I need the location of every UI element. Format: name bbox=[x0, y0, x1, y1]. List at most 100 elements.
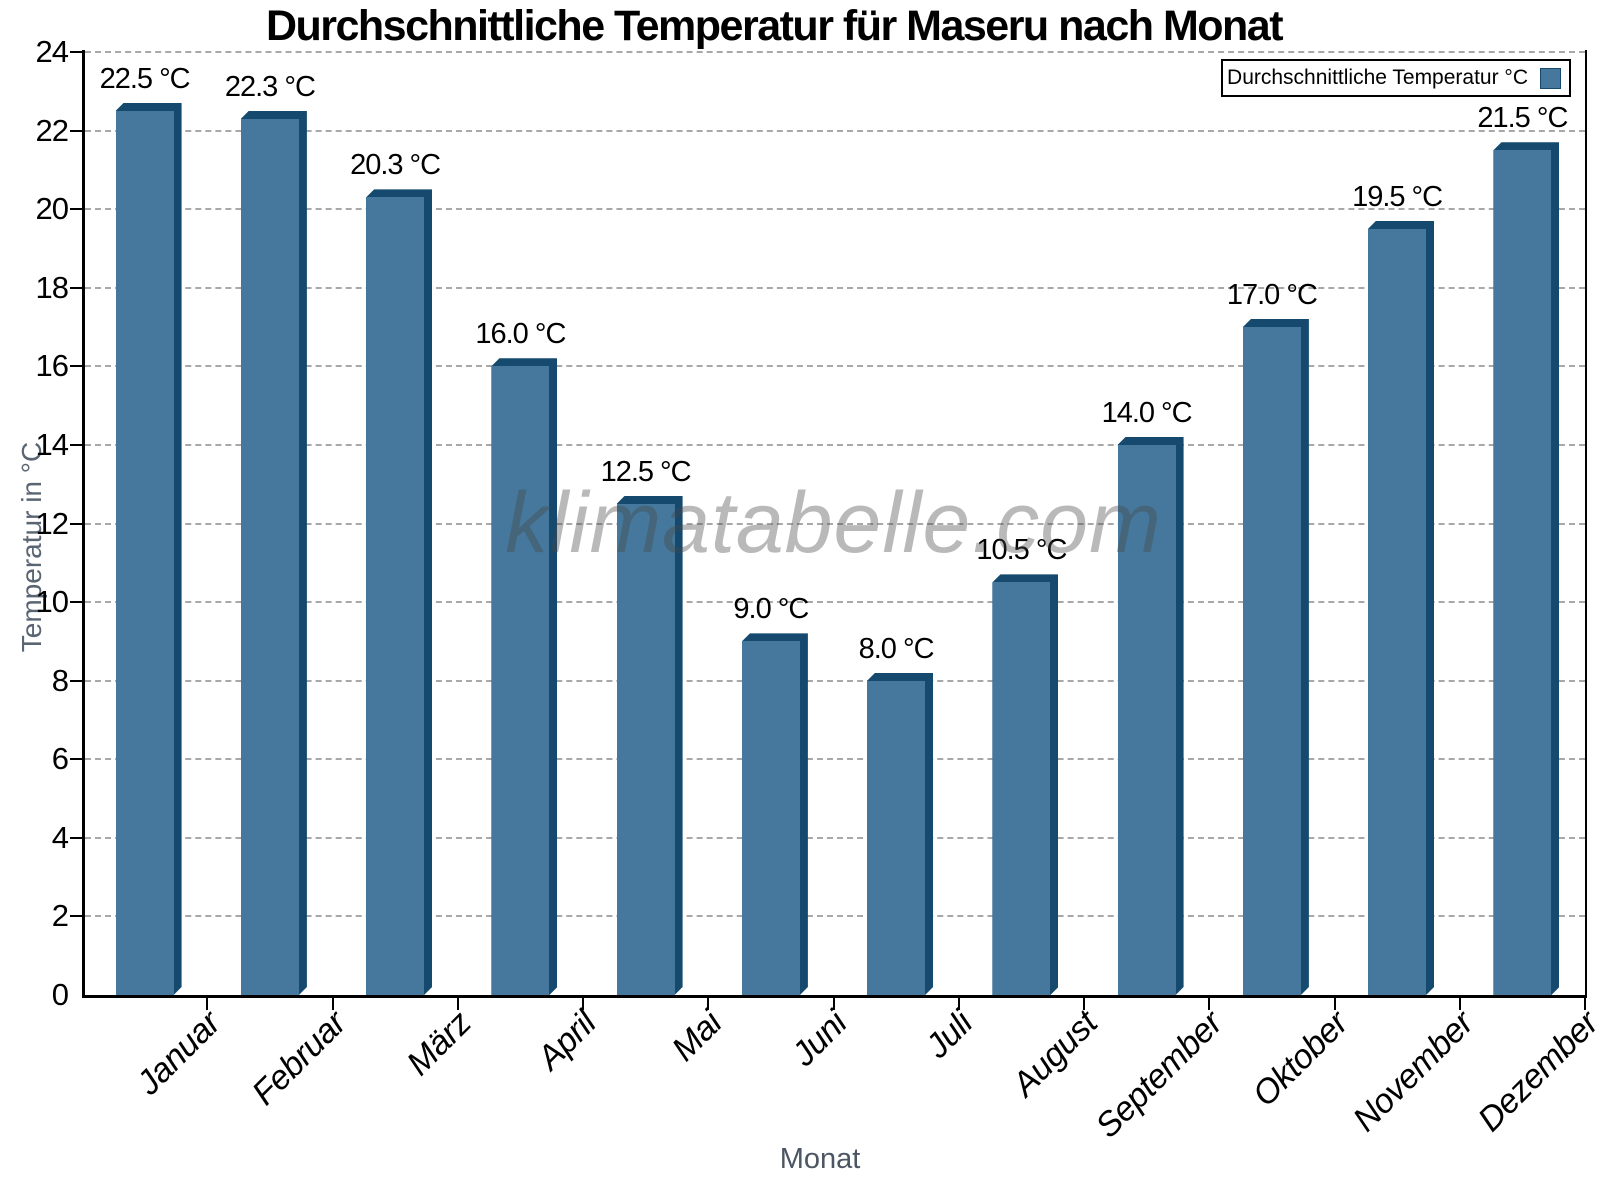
gridline bbox=[85, 758, 1585, 761]
bar-juli bbox=[867, 673, 933, 995]
bar-face bbox=[1493, 150, 1551, 995]
x-tick bbox=[582, 998, 584, 1010]
x-tick-label: November bbox=[1345, 1004, 1481, 1139]
bar-face bbox=[366, 197, 424, 995]
y-tick bbox=[70, 286, 82, 289]
gridline bbox=[85, 836, 1585, 839]
y-tick bbox=[70, 443, 82, 446]
bar-value-label: 17.0 °C bbox=[1226, 279, 1318, 311]
bar-oktober bbox=[1243, 319, 1309, 995]
bar-face bbox=[1243, 327, 1301, 995]
x-tick-label: Juni bbox=[784, 1004, 855, 1074]
bar-value-label: 22.3 °C bbox=[224, 70, 316, 103]
x-tick bbox=[1083, 998, 1085, 1010]
bar-face bbox=[1118, 445, 1176, 995]
gridline bbox=[85, 601, 1585, 604]
legend-box: Durchschnittliche Temperatur °C bbox=[1221, 59, 1571, 97]
gridline bbox=[85, 443, 1585, 446]
y-tick bbox=[70, 758, 82, 761]
y-tick-label: 0 bbox=[51, 977, 69, 1012]
bar-value-label: 20.3 °C bbox=[350, 149, 441, 182]
x-tick bbox=[832, 998, 835, 1010]
bar-märz bbox=[366, 189, 432, 995]
y-tick-label: 16 bbox=[35, 348, 69, 384]
y-tick bbox=[70, 51, 82, 53]
bar-face bbox=[116, 111, 174, 995]
gridline bbox=[85, 208, 1585, 211]
gridline bbox=[85, 51, 1585, 53]
y-tick-label: 22 bbox=[35, 112, 69, 148]
y-tick-label: 18 bbox=[35, 269, 69, 305]
bar-value-label: 22.5 °C bbox=[99, 62, 191, 95]
x-tick-label: September bbox=[1088, 1004, 1231, 1146]
bar-value-label: 21.5 °C bbox=[1477, 102, 1568, 135]
y-tick bbox=[70, 129, 82, 132]
bar-april bbox=[491, 358, 557, 995]
x-tick-label: Juli bbox=[918, 1004, 980, 1066]
y-tick bbox=[70, 836, 82, 839]
x-tick bbox=[1458, 998, 1461, 1010]
x-tick-label: August bbox=[1005, 1004, 1105, 1104]
x-axis-title: Monat bbox=[779, 1143, 861, 1175]
bar-face bbox=[742, 641, 800, 995]
bar-value-label: 12.5 °C bbox=[600, 455, 692, 488]
x-tick bbox=[456, 998, 459, 1010]
bar-face bbox=[1368, 229, 1426, 995]
legend-swatch-icon bbox=[1540, 67, 1561, 89]
y-tick-label: 10 bbox=[35, 584, 69, 620]
x-tick-label: März bbox=[399, 1004, 479, 1083]
x-tick-label: Oktober bbox=[1245, 1004, 1356, 1114]
gridline bbox=[85, 129, 1585, 132]
gridline bbox=[85, 286, 1585, 289]
bar-face bbox=[617, 504, 675, 995]
bar-dezember bbox=[1493, 142, 1559, 995]
bar-value-label: 8.0 °C bbox=[858, 632, 935, 665]
y-tick-label: 12 bbox=[35, 505, 69, 541]
x-tick bbox=[1208, 998, 1211, 1010]
x-tick bbox=[331, 998, 334, 1010]
bar-value-label: 10.5 °C bbox=[976, 534, 1067, 567]
bar-september bbox=[1118, 437, 1184, 995]
gridline bbox=[85, 915, 1585, 918]
y-tick bbox=[70, 601, 82, 604]
y-axis-spine bbox=[82, 50, 85, 998]
x-tick bbox=[206, 998, 209, 1010]
x-tick-label: April bbox=[530, 1004, 604, 1078]
y-tick-label: 24 bbox=[35, 34, 69, 69]
y-tick-label: 2 bbox=[51, 898, 69, 934]
legend-label: Durchschnittliche Temperatur °C bbox=[1227, 66, 1528, 89]
right-border-spine bbox=[1585, 50, 1587, 998]
x-tick-label: Februar bbox=[244, 1004, 354, 1113]
x-tick-label: Januar bbox=[129, 1004, 229, 1103]
bar-august bbox=[992, 574, 1058, 995]
x-tick bbox=[957, 998, 960, 1010]
y-tick-label: 8 bbox=[51, 662, 69, 698]
gridline bbox=[85, 522, 1585, 525]
bar-face bbox=[491, 366, 549, 995]
bar-januar bbox=[116, 103, 182, 995]
y-tick-label: 14 bbox=[35, 426, 69, 462]
y-tick bbox=[70, 208, 82, 211]
bar-juni bbox=[742, 633, 808, 995]
y-tick-label: 6 bbox=[51, 741, 69, 777]
bar-value-label: 16.0 °C bbox=[475, 318, 566, 351]
x-tick bbox=[707, 998, 710, 1010]
y-tick-label: 20 bbox=[35, 191, 69, 227]
gridline bbox=[85, 365, 1585, 368]
x-tick bbox=[1584, 998, 1586, 1010]
chart-title: Durchschnittliche Temperatur für Maseru … bbox=[265, 2, 1284, 50]
y-tick-label: 4 bbox=[51, 819, 69, 855]
bar-november bbox=[1368, 221, 1434, 995]
bar-face bbox=[992, 582, 1050, 995]
y-tick bbox=[70, 679, 82, 682]
y-tick bbox=[70, 365, 82, 368]
x-tick bbox=[1333, 998, 1336, 1010]
y-tick bbox=[70, 915, 82, 918]
x-tick-label: Dezember bbox=[1470, 1004, 1600, 1139]
bar-value-label: 14.0 °C bbox=[1101, 396, 1193, 429]
bar-face bbox=[241, 119, 299, 995]
